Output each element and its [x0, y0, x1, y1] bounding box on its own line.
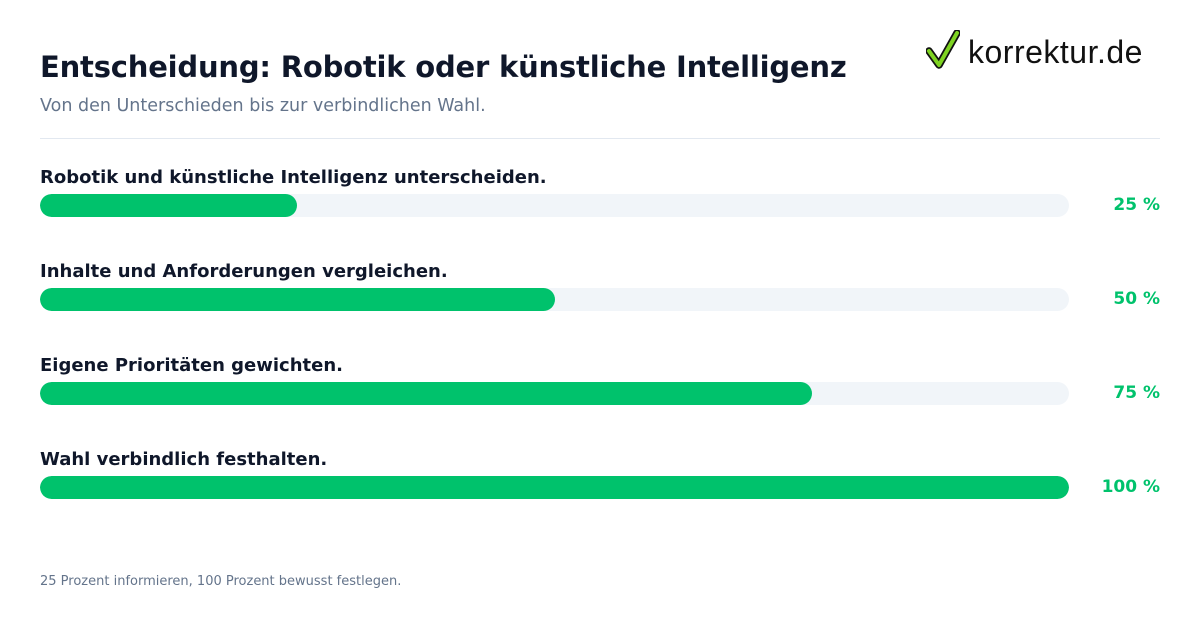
- progress-fill: [40, 288, 555, 311]
- step-label: Eigene Prioritäten gewichten.: [40, 355, 343, 376]
- progress-percent: 75 %: [1113, 383, 1160, 403]
- progress-step: Wahl verbindlich festhalten. 100 %: [40, 449, 1160, 509]
- progress-step: Robotik und künstliche Intelligenz unter…: [40, 167, 1160, 227]
- progress-percent: 25 %: [1113, 195, 1160, 215]
- header-divider: [40, 138, 1160, 139]
- progress-percent: 100 %: [1101, 477, 1160, 497]
- progress-track: [40, 476, 1069, 499]
- checkmark-icon: [925, 29, 961, 74]
- progress-track: [40, 288, 1069, 311]
- step-label: Wahl verbindlich festhalten.: [40, 449, 328, 470]
- step-label: Robotik und künstliche Intelligenz unter…: [40, 167, 547, 188]
- progress-percent: 50 %: [1113, 289, 1160, 309]
- progress-step: Inhalte und Anforderungen vergleichen. 5…: [40, 261, 1160, 321]
- page-title: Entscheidung: Robotik oder künstliche In…: [40, 50, 847, 84]
- page-subtitle: Von den Unterschieden bis zur verbindlic…: [40, 96, 486, 116]
- brand-logo: korrektur.de: [925, 29, 1143, 74]
- progress-step: Eigene Prioritäten gewichten. 75 %: [40, 355, 1160, 415]
- progress-track: [40, 382, 1069, 405]
- step-label: Inhalte und Anforderungen vergleichen.: [40, 261, 448, 282]
- progress-fill: [40, 476, 1069, 499]
- footnote: 25 Prozent informieren, 100 Prozent bewu…: [40, 574, 402, 589]
- progress-fill: [40, 382, 812, 405]
- brand-name: korrektur.de: [968, 33, 1143, 70]
- progress-fill: [40, 194, 298, 217]
- progress-track: [40, 194, 1069, 217]
